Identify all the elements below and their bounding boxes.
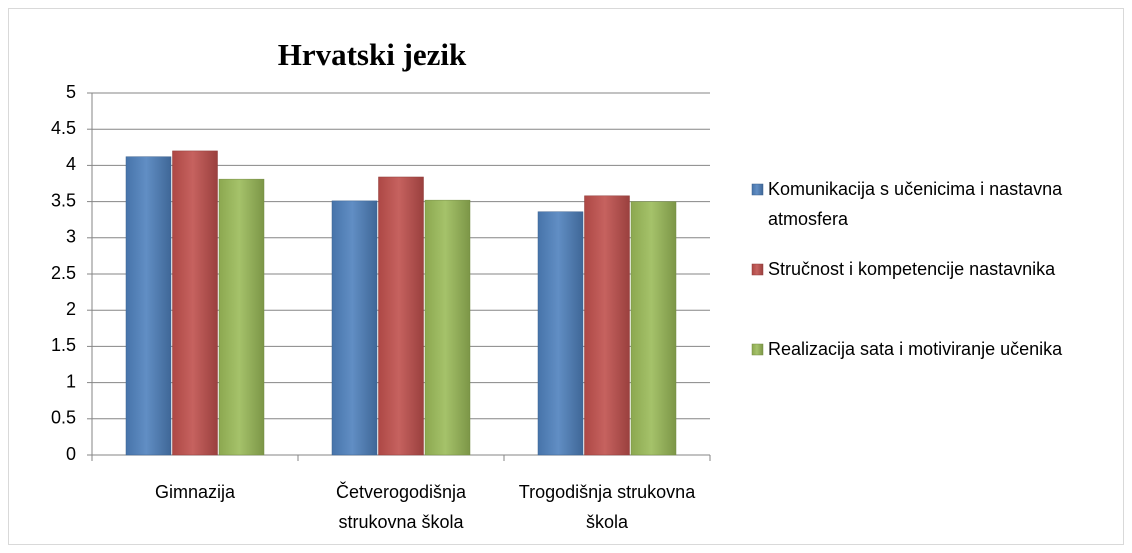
y-tick-label: 1.5 bbox=[51, 335, 76, 355]
y-tick-label: 2 bbox=[66, 299, 76, 319]
y-tick-label: 0.5 bbox=[51, 408, 76, 428]
bar bbox=[172, 150, 218, 456]
x-tick-label: Četverogodišnja strukovna škola bbox=[335, 482, 467, 532]
x-tick-label: Gimnazija bbox=[154, 482, 236, 502]
y-tick-label: 3.5 bbox=[51, 190, 76, 210]
x-tick-label: Trogodišnja strukovna škola bbox=[518, 482, 696, 532]
y-tick-label: 1 bbox=[66, 371, 76, 391]
y-tick-label: 0 bbox=[66, 444, 76, 464]
chart-title: Hrvatski jezik bbox=[278, 37, 467, 72]
y-tick-label: 5 bbox=[66, 82, 76, 102]
y-tick-label: 4 bbox=[66, 154, 76, 174]
y-tick-label: 3 bbox=[66, 227, 76, 247]
bar bbox=[584, 195, 630, 456]
legend-label: Realizacija sata i motiviranje učenika bbox=[768, 339, 1063, 359]
bar bbox=[125, 156, 172, 456]
legend-marker bbox=[751, 183, 764, 196]
legend-marker bbox=[751, 263, 764, 276]
legend-marker bbox=[751, 343, 764, 356]
legend-label: Stručnost i kompetencije nastavnika bbox=[768, 259, 1056, 279]
legend-label: Komunikacija s učenicima i nastavna atmo… bbox=[768, 179, 1063, 229]
bar bbox=[630, 201, 677, 456]
bar bbox=[424, 199, 471, 456]
y-tick-label: 4.5 bbox=[51, 118, 76, 138]
bar bbox=[537, 211, 584, 456]
y-tick-label: 2.5 bbox=[51, 263, 76, 283]
bar bbox=[331, 200, 378, 456]
bar bbox=[218, 178, 265, 456]
bar bbox=[378, 176, 424, 456]
